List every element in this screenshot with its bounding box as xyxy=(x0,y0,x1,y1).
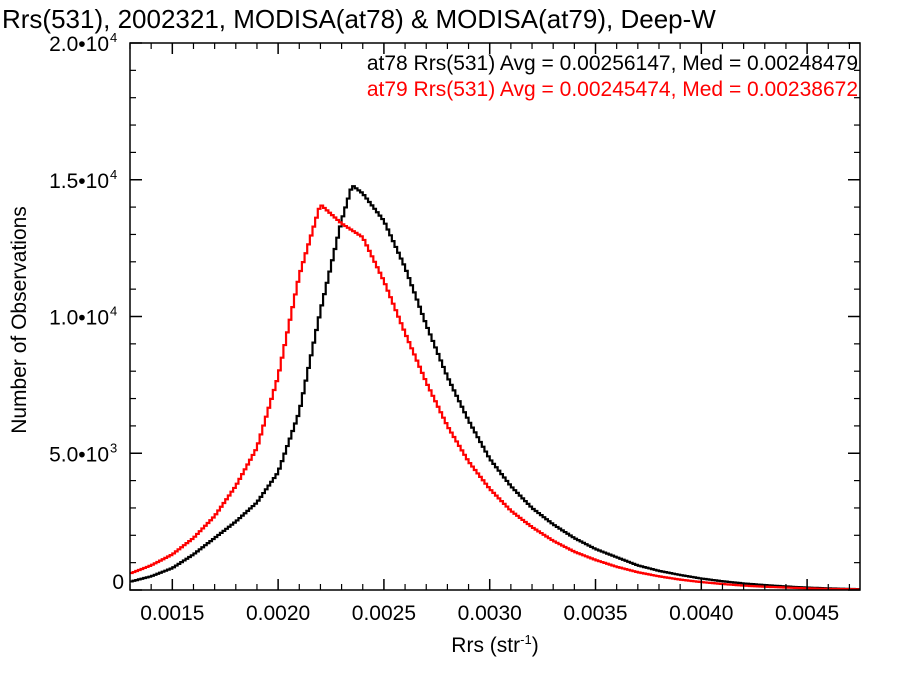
x-axis-label-text: Rrs (str xyxy=(451,634,520,657)
x-tick-label: 0.0015 xyxy=(140,602,204,625)
y-tick-exponent: 4 xyxy=(110,304,117,319)
y-tick-mantissa: 5.0•10 xyxy=(49,443,109,466)
x-tick-label: 0.0025 xyxy=(352,602,416,625)
plot-frame xyxy=(129,42,861,591)
y-tick-mantissa: 1.0•10 xyxy=(49,307,109,330)
x-tick-label: 0.0030 xyxy=(458,602,522,625)
y-tick-exponent: 4 xyxy=(110,30,117,45)
x-axis-label-exponent: -1 xyxy=(520,632,532,647)
y-tick-exponent: 4 xyxy=(110,167,117,182)
series-line-1 xyxy=(130,204,860,591)
x-tick-label: 0.0040 xyxy=(669,602,733,625)
series-layer xyxy=(130,185,860,591)
y-tick-label: 1.0•10 xyxy=(49,307,109,330)
y-tick-label: 2.0•10 xyxy=(49,33,109,56)
y-axis-label: Number of Observations xyxy=(8,206,31,434)
annotation-at79: at79 Rrs(531) Avg = 0.00245474, Med = 0.… xyxy=(367,78,858,101)
y-tick-label: 0 xyxy=(112,571,124,594)
y-tick-mantissa: 0 xyxy=(112,571,124,594)
x-axis-label-close: ) xyxy=(532,634,539,657)
series-line-0 xyxy=(130,185,860,591)
y-tick-label: 1.5•10 xyxy=(49,170,109,193)
chart-title: Rrs(531), 2002321, MODISA(at78) & MODISA… xyxy=(2,4,716,34)
x-tick-label: 0.0045 xyxy=(775,602,839,625)
x-axis-label: Rrs (str-1) xyxy=(451,632,538,657)
y-tick-mantissa: 2.0•10 xyxy=(49,33,109,56)
y-tick-label: 5.0•10 xyxy=(49,443,109,466)
y-tick-mantissa: 1.5•10 xyxy=(49,170,109,193)
x-tick-label: 0.0035 xyxy=(563,602,627,625)
x-axis: 0.0015 0.0020 0.0025 0.0030 0.0035 0.0040 0.00… xyxy=(129,43,851,625)
y-axis: 05.0•10 31.0•10 41.5•10 42.0•10 4 xyxy=(49,30,860,594)
x-tick-label: 0.0020 xyxy=(246,602,310,625)
y-tick-exponent: 3 xyxy=(110,440,117,455)
annotation-at78: at78 Rrs(531) Avg = 0.00256147, Med = 0.… xyxy=(367,52,858,75)
